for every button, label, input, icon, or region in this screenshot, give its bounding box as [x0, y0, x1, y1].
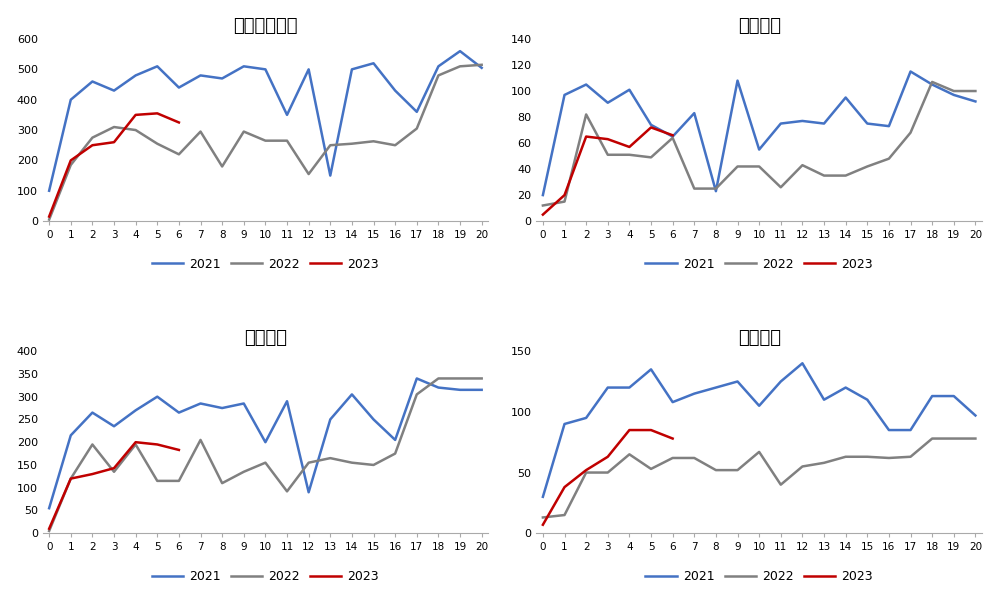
Title: 三十大中城市: 三十大中城市 [233, 16, 298, 35]
Legend: 2021, 2022, 2023: 2021, 2022, 2023 [640, 565, 878, 588]
Legend: 2021, 2022, 2023: 2021, 2022, 2023 [147, 253, 384, 276]
Title: 二线城市: 二线城市 [244, 329, 287, 347]
Title: 一线城市: 一线城市 [738, 16, 781, 35]
Legend: 2021, 2022, 2023: 2021, 2022, 2023 [147, 565, 384, 588]
Legend: 2021, 2022, 2023: 2021, 2022, 2023 [640, 253, 878, 276]
Title: 三线城市: 三线城市 [738, 329, 781, 347]
